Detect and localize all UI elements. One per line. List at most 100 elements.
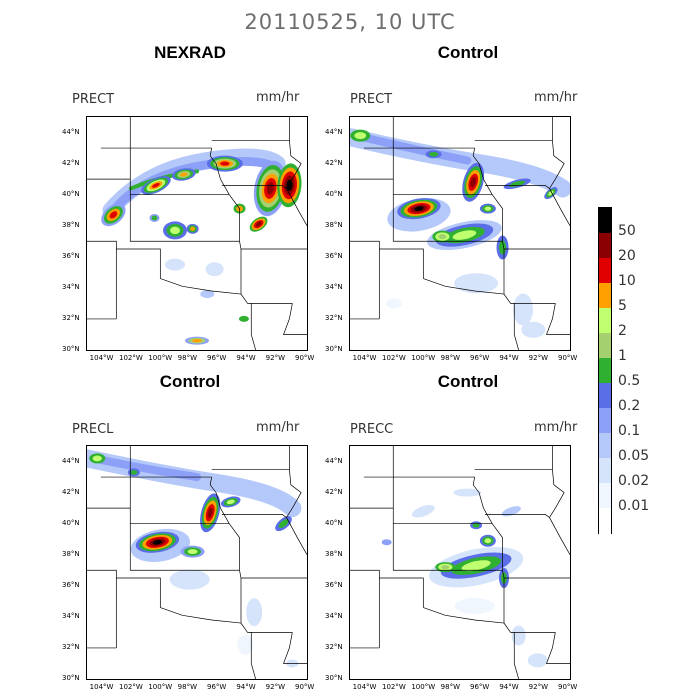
lon-tick-label: 90°W bbox=[295, 354, 315, 362]
precip-field bbox=[87, 446, 307, 679]
lat-tick-label: 30°N bbox=[325, 345, 343, 353]
precip-cell bbox=[511, 625, 526, 646]
lat-tick-label: 38°N bbox=[325, 549, 343, 558]
lon-tick-label: 90°W bbox=[558, 354, 578, 362]
lat-tick-label: 42°N bbox=[325, 487, 343, 496]
precip-cell bbox=[461, 560, 491, 572]
lat-tick-label: 44°N bbox=[62, 127, 80, 136]
precip-cell bbox=[170, 226, 180, 235]
map-panel-control-precc bbox=[349, 445, 571, 680]
map-panel-control-precl bbox=[86, 445, 308, 680]
lat-tick-label: 42°N bbox=[62, 158, 80, 167]
lat-tick-label: 40°N bbox=[62, 518, 80, 527]
precip-cell bbox=[454, 597, 495, 614]
lat-tick-label: 40°N bbox=[325, 189, 343, 198]
colorbar-swatch bbox=[599, 283, 611, 309]
lat-tick-label: 44°N bbox=[62, 456, 80, 465]
lon-tick-label: 98°W bbox=[440, 354, 460, 362]
precip-cell bbox=[472, 522, 480, 528]
colorbar-tick-label: 0.02 bbox=[618, 473, 650, 489]
precip-cell bbox=[92, 455, 102, 462]
lat-tick-label: 42°N bbox=[62, 487, 80, 496]
colorbar-swatch bbox=[599, 408, 611, 434]
lat-tick-label: 36°N bbox=[325, 251, 343, 260]
units-label: mm/hr bbox=[534, 90, 578, 105]
precip-cell bbox=[438, 234, 447, 240]
lon-tick-label: 94°W bbox=[236, 683, 256, 691]
variable-label: PRECT bbox=[350, 92, 393, 107]
lat-tick-label: 38°N bbox=[62, 549, 80, 558]
lat-tick-label: 30°N bbox=[325, 674, 343, 682]
panel-title-control-precl: Control bbox=[159, 372, 221, 391]
lat-tick-label: 40°N bbox=[325, 518, 343, 527]
variable-label: PRECT bbox=[72, 92, 115, 107]
lon-tick-label: 92°W bbox=[265, 683, 285, 691]
lon-tick-label: 96°W bbox=[207, 683, 227, 691]
colorbar-swatch bbox=[599, 383, 611, 409]
precip-cell bbox=[286, 179, 293, 192]
precip-cell bbox=[470, 177, 477, 188]
lon-tick-label: 102°W bbox=[382, 354, 406, 362]
colorbar-swatch bbox=[599, 208, 611, 234]
precip-field bbox=[350, 117, 570, 350]
colorbar-tick-label: 0.5 bbox=[618, 373, 641, 389]
lat-tick-label: 30°N bbox=[62, 345, 80, 353]
lon-tick-label: 92°W bbox=[528, 354, 548, 362]
precip-cell bbox=[411, 505, 435, 518]
lat-tick-label: 32°N bbox=[62, 642, 80, 651]
precip-cell bbox=[441, 565, 450, 570]
lat-tick-label: 36°N bbox=[62, 251, 80, 260]
lon-tick-label: 104°W bbox=[352, 354, 377, 362]
precip-cell bbox=[501, 506, 521, 517]
precip-cell bbox=[454, 273, 499, 294]
colorbar-swatch bbox=[599, 333, 611, 359]
state-borders bbox=[87, 446, 307, 679]
precip-field bbox=[87, 117, 307, 350]
colorbar-swatch bbox=[599, 258, 611, 284]
precip-field bbox=[350, 446, 570, 679]
precip-cell bbox=[165, 258, 185, 271]
map-panel-nexrad bbox=[86, 116, 308, 351]
lon-tick-label: 100°W bbox=[148, 683, 173, 691]
precip-cell bbox=[452, 230, 477, 240]
lon-tick-label: 102°W bbox=[119, 354, 143, 362]
precip-cell bbox=[354, 132, 367, 140]
precip-band bbox=[111, 156, 283, 212]
lat-tick-label: 34°N bbox=[62, 282, 80, 291]
lon-tick-label: 98°W bbox=[177, 354, 197, 362]
colorbar-tick-label: 1 bbox=[618, 348, 627, 364]
colorbar-tick-label: 10 bbox=[618, 273, 636, 289]
lat-tick-label: 38°N bbox=[62, 220, 80, 229]
precip-cell bbox=[169, 569, 210, 590]
precip-cell bbox=[255, 221, 262, 227]
colorbar-swatch bbox=[599, 458, 611, 484]
lon-tick-label: 96°W bbox=[207, 354, 227, 362]
colorbar-swatch bbox=[599, 508, 611, 534]
lat-tick-label: 36°N bbox=[325, 580, 343, 589]
panel-title-control-precc: Control bbox=[437, 372, 499, 391]
lon-tick-label: 94°W bbox=[499, 683, 519, 691]
lon-tick-label: 96°W bbox=[470, 354, 490, 362]
precip-cell bbox=[207, 507, 213, 518]
colorbar-swatch bbox=[599, 358, 611, 384]
colorbar-tick-label: 5 bbox=[618, 298, 627, 314]
lat-tick-label: 30°N bbox=[62, 674, 80, 682]
figure-suptitle: 20110525, 10 UTC bbox=[244, 10, 456, 34]
colorbar-tick-label: 20 bbox=[618, 248, 636, 264]
units-label: mm/hr bbox=[256, 420, 300, 435]
precip-cell bbox=[548, 190, 554, 196]
precip-cell bbox=[109, 211, 118, 219]
units-label: mm/hr bbox=[256, 90, 300, 105]
lon-tick-label: 94°W bbox=[236, 354, 256, 362]
precip-cell bbox=[484, 206, 492, 211]
lon-tick-label: 90°W bbox=[558, 683, 578, 691]
precip-cell bbox=[414, 206, 424, 211]
precip-cell bbox=[246, 598, 263, 627]
lat-tick-label: 34°N bbox=[325, 282, 343, 291]
panel-title-nexrad: NEXRAD bbox=[154, 43, 226, 62]
precip-cell bbox=[238, 315, 249, 322]
precip-cell bbox=[152, 539, 163, 545]
variable-label: PRECL bbox=[72, 422, 114, 437]
lon-tick-label: 100°W bbox=[148, 354, 173, 362]
lat-tick-label: 40°N bbox=[62, 189, 80, 198]
